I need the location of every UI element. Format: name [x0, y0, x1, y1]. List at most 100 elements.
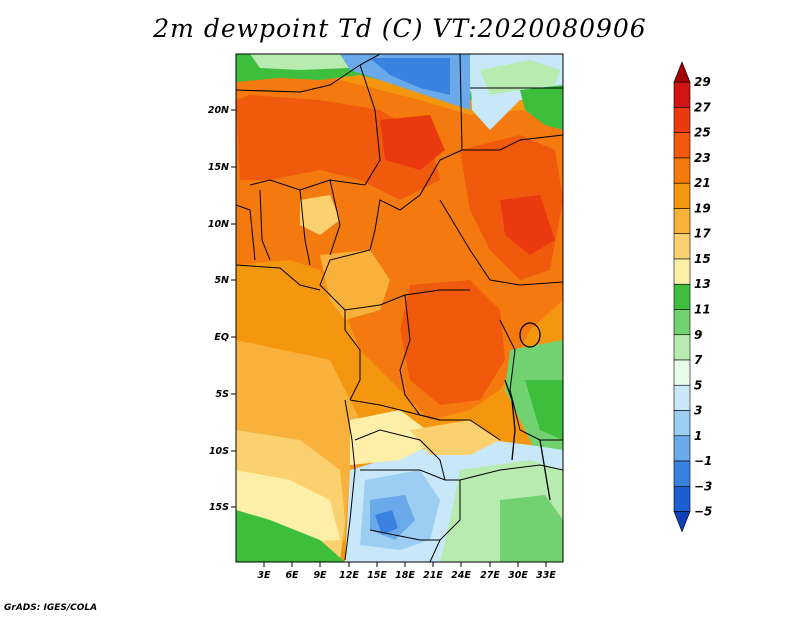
lon-label: 24E — [451, 570, 471, 581]
longitude-labels: 3E 6E 9E 12E 15E 18E 21E 24E 27E 30E 33E — [257, 570, 556, 581]
colorbar-swatch — [673, 334, 691, 361]
colorbar-swatch — [673, 435, 691, 462]
colorbar-label: 29 — [694, 75, 711, 89]
lat-label: 15S — [209, 502, 229, 513]
colorbar-swatch — [673, 511, 691, 533]
axis-ticks — [231, 109, 547, 567]
colorbar-label: 1 — [694, 429, 702, 443]
coastline — [344, 399, 356, 561]
border-line — [439, 199, 563, 286]
field-eastafrica-11 — [525, 380, 563, 440]
colorbar-swatch — [673, 208, 691, 235]
field-mozambique-9 — [500, 495, 563, 562]
colorbar-label: 23 — [694, 151, 711, 165]
colorbar-label: 17 — [694, 227, 711, 241]
lon-label: 30E — [508, 570, 528, 581]
border-line — [499, 319, 563, 441]
lat-label: 15N — [208, 162, 229, 173]
colorbar: 29 27 25 23 21 19 17 15 13 11 9 7 5 3 1 −1 −3 −5 — [673, 61, 712, 533]
colorbar-swatch — [673, 81, 691, 108]
border-line — [236, 54, 381, 93]
field-congo-23 — [400, 280, 505, 405]
lon-label: 3E — [257, 570, 271, 581]
border-line — [369, 529, 440, 541]
border-line — [369, 54, 463, 251]
colorbar-swatch — [673, 157, 691, 184]
colorbar-swatch — [673, 233, 691, 260]
map-frame — [235, 53, 564, 563]
lon-label: 33E — [536, 570, 556, 581]
lon-label: 6E — [285, 570, 299, 581]
colorbar-boxes — [673, 61, 691, 533]
field-angola-minus1 — [375, 510, 398, 535]
colorbar-label: −3 — [694, 479, 712, 493]
colorbar-label: 25 — [694, 126, 711, 140]
colorbar-swatch — [673, 460, 691, 487]
colorbar-label: 9 — [694, 328, 702, 342]
country-borders — [236, 54, 563, 562]
lat-label: 10N — [208, 219, 229, 230]
colorbar-swatch — [673, 258, 691, 285]
lake-victoria — [519, 322, 541, 348]
colorbar-swatch — [673, 410, 691, 437]
field-egypt-7 — [480, 60, 560, 95]
border-line — [319, 249, 470, 311]
border-line — [459, 464, 563, 481]
grads-credit: GrADS: IGES/COLA — [4, 603, 98, 613]
colorbar-swatch — [673, 61, 691, 83]
colorbar-swatch — [673, 384, 691, 411]
lake-malawi — [539, 439, 551, 501]
colorbar-swatch — [673, 107, 691, 134]
colorbar-swatch — [673, 359, 691, 386]
field-sahara-minus3 — [370, 58, 450, 95]
border-line — [249, 64, 381, 191]
colorbar-labels: 29 27 25 23 21 19 17 15 13 11 9 7 5 3 1 −1 −3 −5 — [694, 75, 712, 518]
lat-label: 10S — [209, 446, 229, 457]
colorbar-swatch — [673, 283, 691, 310]
lon-label: 9E — [313, 570, 327, 581]
field-peak-25a — [380, 115, 445, 170]
border-line — [349, 399, 501, 441]
lakes — [504, 322, 551, 501]
colorbar-label: 3 — [694, 404, 702, 418]
lon-label: 12E — [339, 570, 359, 581]
field-sudan-11 — [520, 85, 563, 130]
lat-label: 5S — [216, 389, 230, 400]
field-peak-25b — [500, 195, 555, 255]
colorbar-swatch — [673, 182, 691, 209]
colorbar-label: 5 — [694, 378, 702, 392]
latitude-labels: 20N 15N 10N 5N EQ 5S 10S 15S — [208, 105, 229, 513]
colorbar-label: −1 — [694, 454, 712, 468]
border-line — [299, 189, 311, 266]
lon-label: 15E — [367, 570, 387, 581]
colorbar-label: 21 — [694, 176, 711, 190]
field-nigeria-15 — [300, 195, 340, 235]
colorbar-label: 11 — [694, 303, 711, 317]
border-line — [259, 189, 271, 261]
lat-label: 20N — [208, 105, 229, 116]
colorbar-label: 27 — [694, 100, 711, 114]
border-line — [344, 310, 361, 401]
colorbar-swatch — [673, 309, 691, 336]
lon-label: 18E — [395, 570, 415, 581]
colorbar-label: 15 — [694, 252, 711, 266]
colorbar-label: −5 — [694, 505, 712, 519]
border-line — [462, 134, 563, 151]
colorbar-label: 13 — [694, 277, 711, 291]
map-title: 2m dewpoint Td (C) VT:2020080906 — [153, 14, 647, 43]
colorbar-label: 7 — [694, 353, 703, 367]
colorbar-swatch — [673, 132, 691, 159]
border-line — [329, 179, 341, 256]
lat-label: EQ — [214, 332, 229, 343]
colorbar-swatch — [673, 485, 691, 512]
dewpoint-field — [236, 54, 563, 562]
field-drc-south-13 — [350, 410, 440, 465]
lat-label: 5N — [214, 275, 229, 286]
field-south-atlantic-11 — [236, 510, 345, 562]
border-line — [236, 204, 256, 261]
lon-label: 27E — [480, 570, 500, 581]
border-line — [236, 264, 321, 291]
colorbar-label: 19 — [694, 201, 711, 215]
lake-tanganyika — [504, 379, 516, 461]
